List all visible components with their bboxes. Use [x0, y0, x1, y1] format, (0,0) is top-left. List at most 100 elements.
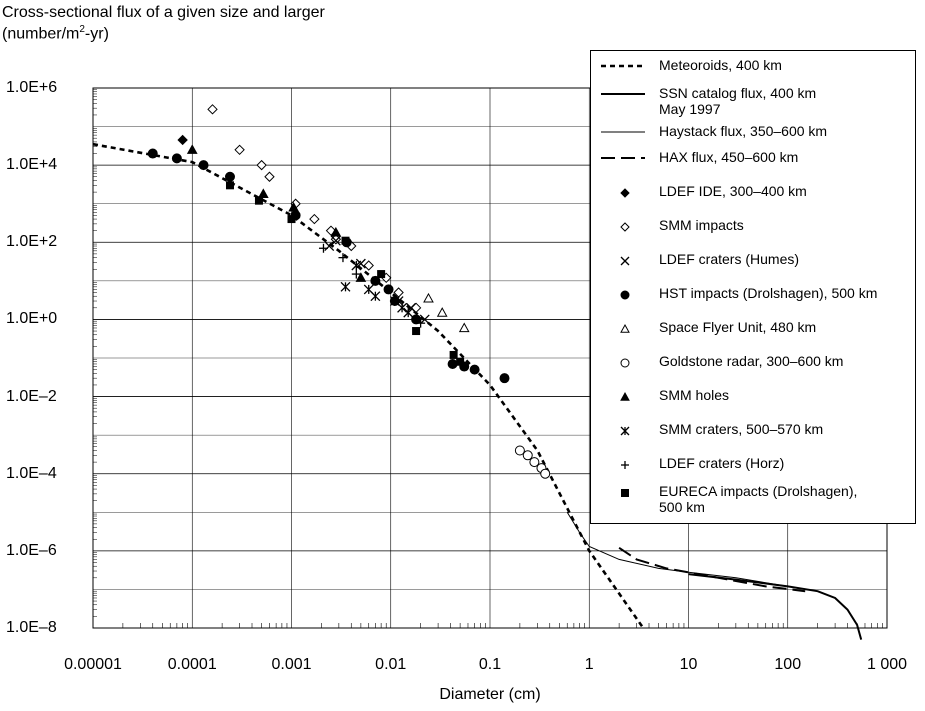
- data-point: [419, 314, 430, 325]
- legend-marker: [620, 290, 630, 300]
- y-tick-label: 1.0E+6: [6, 79, 58, 96]
- data-point: [351, 269, 361, 279]
- data-point: [147, 148, 158, 159]
- legend-symbol: [601, 64, 645, 68]
- data-point: [341, 236, 350, 245]
- x-tick-label: 10: [679, 656, 698, 673]
- data-point: [186, 144, 198, 154]
- data-point: [207, 104, 218, 115]
- data-point: [469, 364, 480, 375]
- legend-label: LDEF craters (Humes): [659, 251, 800, 267]
- legend-symbol: [620, 222, 630, 232]
- legend-marker: [620, 222, 630, 232]
- data-point: [370, 291, 381, 302]
- series-layer: [92, 104, 863, 640]
- data-point: [522, 450, 533, 461]
- y-tick-label: 1.0E–4: [6, 464, 57, 482]
- data-point: [410, 302, 422, 314]
- series-8: [423, 292, 470, 333]
- series-line: [92, 142, 645, 629]
- data-point: [309, 213, 320, 225]
- y-axis-label-line1: Cross-sectional flux of a given size and…: [2, 4, 325, 21]
- data-point: [287, 215, 296, 224]
- series-1: [688, 573, 863, 640]
- data-point: [198, 160, 209, 171]
- legend-label: SSN catalog flux, 400 km May 1997: [659, 85, 817, 117]
- legend-label: Goldstone radar, 300–600 km: [659, 353, 844, 369]
- legend-label: Meteoroids, 400 km: [659, 57, 782, 73]
- data-point: [423, 292, 434, 303]
- data-point: [351, 260, 362, 271]
- legend-marker: [620, 256, 630, 266]
- legend-label: EURECA impacts (Drolshagen), 500 km: [659, 483, 858, 515]
- y-tick-label: 1.0E+4: [6, 156, 58, 174]
- series-0: [92, 142, 645, 629]
- legend-label: HAX flux, 450–600 km: [659, 149, 799, 165]
- x-tick-label: 0.01: [375, 656, 407, 673]
- legend-symbol: [601, 157, 645, 159]
- data-point: [340, 281, 351, 292]
- data-point: [377, 270, 386, 279]
- legend-marker: [621, 489, 629, 497]
- y-tick-label: 1.0E+2: [6, 233, 58, 251]
- y-tick-label: 1.0E–6: [6, 541, 57, 559]
- data-point: [177, 134, 188, 146]
- series-13: [225, 181, 465, 366]
- data-point: [363, 260, 374, 271]
- data-point: [256, 159, 267, 171]
- data-point: [416, 318, 426, 328]
- legend-label: SMM holes: [659, 387, 730, 403]
- data-point: [456, 357, 465, 366]
- legend-marker: [620, 323, 630, 333]
- legend-symbol: [601, 93, 645, 95]
- series-10: [186, 144, 367, 282]
- x-tick-label: 100: [774, 656, 802, 673]
- x-tick-label: 1: [584, 656, 594, 673]
- y-tick-label: 1.0E+0: [6, 310, 58, 328]
- series-12: [318, 243, 426, 328]
- y-tick-label: 1.0E–2: [6, 387, 57, 405]
- data-point: [224, 171, 235, 182]
- data-point: [383, 284, 394, 295]
- x-tick-label: 0.0001: [167, 656, 217, 673]
- legend-symbol: [621, 489, 629, 497]
- legend-label: SMM craters, 500–570 km: [659, 421, 824, 437]
- series-5: [207, 104, 422, 314]
- legend-label: Haystack flux, 350–600 km: [659, 123, 828, 139]
- y-tick-label: 1.0E–8: [6, 619, 57, 636]
- legend-marker: [620, 426, 630, 436]
- series-4: [177, 134, 188, 146]
- x-tick-label: 0.001: [271, 656, 312, 673]
- data-point: [318, 243, 328, 253]
- legend: Meteoroids, 400 km SSN catalog flux, 400 …: [590, 50, 916, 524]
- data-point: [403, 307, 414, 318]
- data-point: [234, 144, 245, 156]
- data-point: [529, 457, 540, 468]
- data-point: [171, 153, 182, 164]
- legend-label: Space Flyer Unit, 480 km: [659, 319, 817, 335]
- data-point: [264, 171, 275, 182]
- data-point: [540, 468, 551, 479]
- legend-label: LDEF craters (Horz): [659, 455, 785, 471]
- data-point: [514, 445, 525, 456]
- legend-symbol: [620, 391, 630, 401]
- data-point: [355, 272, 367, 282]
- legend-label: LDEF IDE, 300–400 km: [659, 183, 807, 199]
- legend-symbol: [620, 323, 630, 333]
- series-9: [514, 445, 551, 479]
- legend-marker: [621, 461, 629, 469]
- legend-symbol: [620, 426, 630, 436]
- legend-symbol: [620, 290, 630, 300]
- data-point: [397, 302, 408, 313]
- data-point: [412, 327, 421, 336]
- data-point: [338, 253, 348, 263]
- x-tick-label: 0.00001: [64, 656, 122, 673]
- legend-label: HST impacts (Drolshagen), 500 km: [659, 285, 878, 301]
- series-2: [566, 512, 788, 587]
- series-line: [688, 573, 863, 640]
- x-tick-label: 1 000: [866, 656, 908, 673]
- data-point: [436, 307, 448, 317]
- legend-symbol: [620, 256, 630, 266]
- series-line: [566, 512, 788, 587]
- data-point: [447, 358, 458, 369]
